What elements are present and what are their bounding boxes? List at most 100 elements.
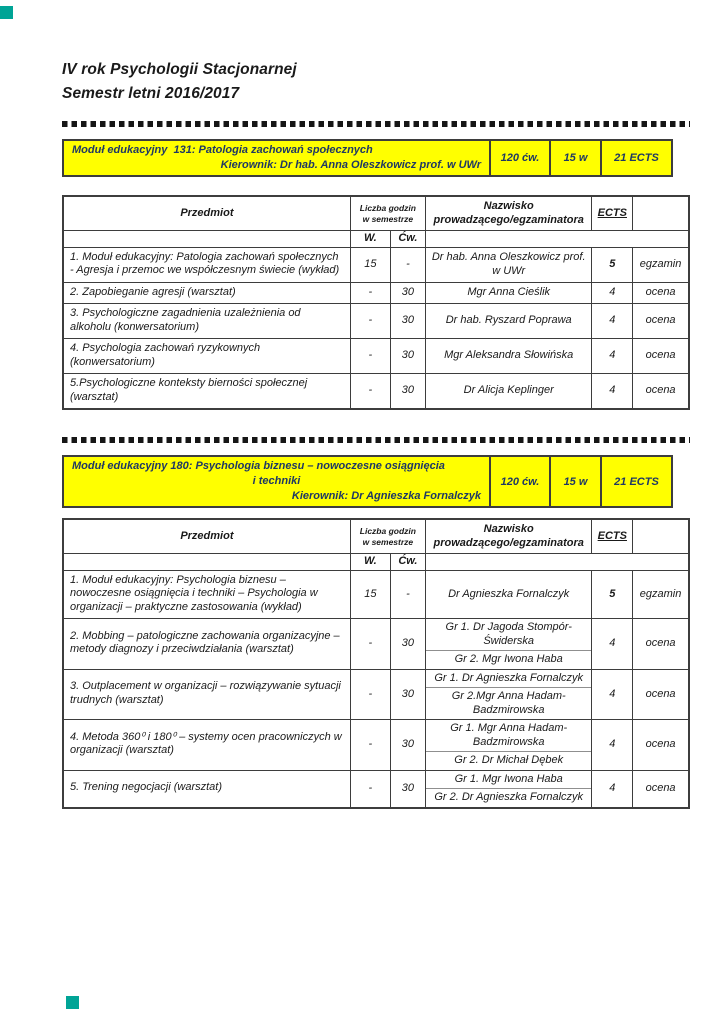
module-section-131: Moduł edukacyjny 131: Patologia zachowań… <box>62 139 690 410</box>
ects-cell: 5 <box>591 246 634 283</box>
column-header-hours: Liczba godzin w semestrze <box>349 518 426 554</box>
subject-cell: 2. Zapobieganie agresji (warsztat) <box>62 281 351 304</box>
module-lecture-hours: 15 w <box>551 457 602 506</box>
module-banner-title: Moduł edukacyjny 131: Patologia zachowań… <box>64 141 491 175</box>
subheader-lecture: W. <box>349 553 391 571</box>
instructor-group: Gr 1. Dr Agnieszka Fornalczyk <box>434 671 584 684</box>
subheader-empty-cell <box>424 553 690 571</box>
exercise-hours-cell: 30 <box>389 769 426 808</box>
course-row: 4. Psychologia zachowań ryzykownych (kon… <box>62 338 690 374</box>
module-ects-total: 21 ECTS <box>614 475 659 488</box>
course-row: 2. Mobbing – patologiczne zachowania org… <box>62 618 690 670</box>
dotted-separator <box>62 121 690 127</box>
course-row: 1. Moduł edukacyjny: Patologia zachowań … <box>62 246 690 283</box>
exercise-hours-cell: 30 <box>389 338 426 374</box>
instructor-group: Gr 1. Mgr Anna Hadam-Badzmirowska <box>450 722 568 748</box>
grade-cell: egzamin <box>632 246 690 283</box>
exercise-hours-cell: 30 <box>389 303 426 339</box>
module-banner: Moduł edukacyjny 180: Psychologia biznes… <box>62 455 673 508</box>
subheader-empty-cell <box>62 553 351 571</box>
instructor-cell: Mgr Anna Cieślik <box>424 281 593 304</box>
instructor-cell: Gr 1. Mgr Iwona Haba Gr 2. Dr Agnieszka F… <box>424 769 593 808</box>
course-row: 3. Psychologiczne zagadnienia uzależnien… <box>62 303 690 339</box>
instructor-cell: Dr hab. Anna Oleszkowicz prof. w UWr <box>424 246 593 283</box>
instructor-cell: Dr Agnieszka Fornalczyk <box>424 569 593 619</box>
module-banner: Moduł edukacyjny 131: Patologia zachowań… <box>62 139 673 177</box>
instructor-cell: Dr hab. Ryszard Poprawa <box>424 303 593 339</box>
exercise-hours-cell: 30 <box>389 281 426 304</box>
column-header-assessment <box>632 518 690 554</box>
ects-header-text: ECTS <box>597 529 627 542</box>
instructor-cell: Gr 1. Mgr Anna Hadam-Badzmirowska Gr 2. D… <box>424 719 593 771</box>
course-table: Przedmiot Liczba godzin w semestrze Nazw… <box>62 518 690 809</box>
lecture-hours-cell: - <box>349 668 391 720</box>
instructor-group: Gr 1. Mgr Iwona Haba <box>454 772 563 785</box>
subheader-empty-cell <box>62 230 351 248</box>
exercise-hours-cell: 30 <box>389 719 426 771</box>
grade-cell: ocena <box>632 303 690 339</box>
instructor-group: Gr 2. Dr Michał Dębek <box>425 751 592 770</box>
lecture-hours-cell: - <box>349 303 391 339</box>
subheader-lecture: W. <box>349 230 391 248</box>
subheader-empty-cell <box>424 230 690 248</box>
ects-cell: 4 <box>591 618 634 670</box>
lecture-hours-cell: - <box>349 373 391 410</box>
ects-header-text: ECTS <box>597 206 627 219</box>
course-row: 5. Trening negocjacji (warsztat) -30 Gr 1.… <box>62 769 690 808</box>
subject-cell: 4. Psychologia zachowań ryzykownych (kon… <box>62 338 351 374</box>
course-row: 3. Outplacement w organizacji – rozwiązy… <box>62 668 690 720</box>
course-table: Przedmiot Liczba godzin w semestrze Nazw… <box>62 195 690 410</box>
instructor-group: Gr 2. Mgr Iwona Haba <box>425 650 592 669</box>
grade-cell: ocena <box>632 719 690 771</box>
instructor-cell: Mgr Aleksandra Słowińska <box>424 338 593 374</box>
module-exercise-hours: 120 ćw. <box>491 141 551 175</box>
course-row: 4. Metoda 360⁰ i 180⁰ – systemy ocen pra… <box>62 719 690 771</box>
column-header-hours: Liczba godzin w semestrze <box>349 195 426 231</box>
module-banner-title: Moduł edukacyjny 180: Psychologia biznes… <box>64 457 491 506</box>
subject-cell: 3. Outplacement w organizacji – rozwiązy… <box>62 668 351 720</box>
lecture-hours-cell: 15 <box>349 246 391 283</box>
hours-header-line2: w semestrze <box>362 213 414 224</box>
column-header-subject: Przedmiot <box>62 518 351 554</box>
page-title: IV rok Psychologii Stacjonarnej Semestr … <box>62 58 690 106</box>
ects-cell: 4 <box>591 303 634 339</box>
ects-cell: 4 <box>591 769 634 808</box>
exercise-hours-cell: 30 <box>389 618 426 670</box>
subject-cell: 5.Psychologiczne konteksty bierności spo… <box>62 373 351 410</box>
grade-cell: ocena <box>632 281 690 304</box>
course-row: 1. Moduł edukacyjny: Psychologia biznesu… <box>62 569 690 619</box>
instructor-group: Gr 2. Dr Agnieszka Fornalczyk <box>425 788 592 807</box>
subject-cell: 3. Psychologiczne zagadnienia uzależnien… <box>62 303 351 339</box>
grade-cell: ocena <box>632 338 690 374</box>
ects-cell: 5 <box>591 569 634 619</box>
grade-cell: egzamin <box>632 569 690 619</box>
module-ects-total: 21 ECTS <box>614 152 659 164</box>
module-banner-line: Kierownik: Dr hab. Anna Oleszkowicz prof… <box>220 159 481 171</box>
ects-cell: 4 <box>591 373 634 410</box>
hours-header-line1: Liczba godzin <box>359 526 416 536</box>
column-header-assessment <box>632 195 690 231</box>
lecture-hours-cell: - <box>349 338 391 374</box>
instructor-header-line2: prowadzącego/egzaminatora <box>433 213 584 226</box>
module-banner-line: Kierownik: Dr Agnieszka Fornalczyk <box>291 490 481 502</box>
lecture-hours-cell: 15 <box>349 569 391 619</box>
column-header-instructor: Nazwisko prowadzącego/egzaminatora <box>424 518 593 554</box>
course-row: 2. Zapobieganie agresji (warsztat) -30 Mgr… <box>62 281 690 304</box>
instructor-header-line1: Nazwisko <box>483 200 534 212</box>
exercise-hours-cell: - <box>389 569 426 619</box>
subject-cell: 5. Trening negocjacji (warsztat) <box>62 769 351 808</box>
module-section-180: Moduł edukacyjny 180: Psychologia biznes… <box>62 455 690 809</box>
grade-cell: ocena <box>632 769 690 808</box>
hours-header-line1: Liczba godzin <box>359 203 416 213</box>
subheader-exercise: Ćw. <box>389 553 426 571</box>
instructor-header-line2: prowadzącego/egzaminatora <box>433 536 584 549</box>
module-lecture-hours: 15 w <box>551 141 602 175</box>
course-row: 5.Psychologiczne konteksty bierności spo… <box>62 373 690 410</box>
subject-cell: 4. Metoda 360⁰ i 180⁰ – systemy ocen pra… <box>62 719 351 771</box>
ects-cell: 4 <box>591 668 634 720</box>
column-header-ects: ECTS <box>591 195 634 231</box>
column-header-subject: Przedmiot <box>62 195 351 231</box>
module-banner-line: i techniki <box>252 475 301 487</box>
module-banner-line: Moduł edukacyjny 131: Patologia zachowań… <box>72 144 373 156</box>
page-title-line1: IV rok Psychologii Stacjonarnej <box>62 61 297 78</box>
